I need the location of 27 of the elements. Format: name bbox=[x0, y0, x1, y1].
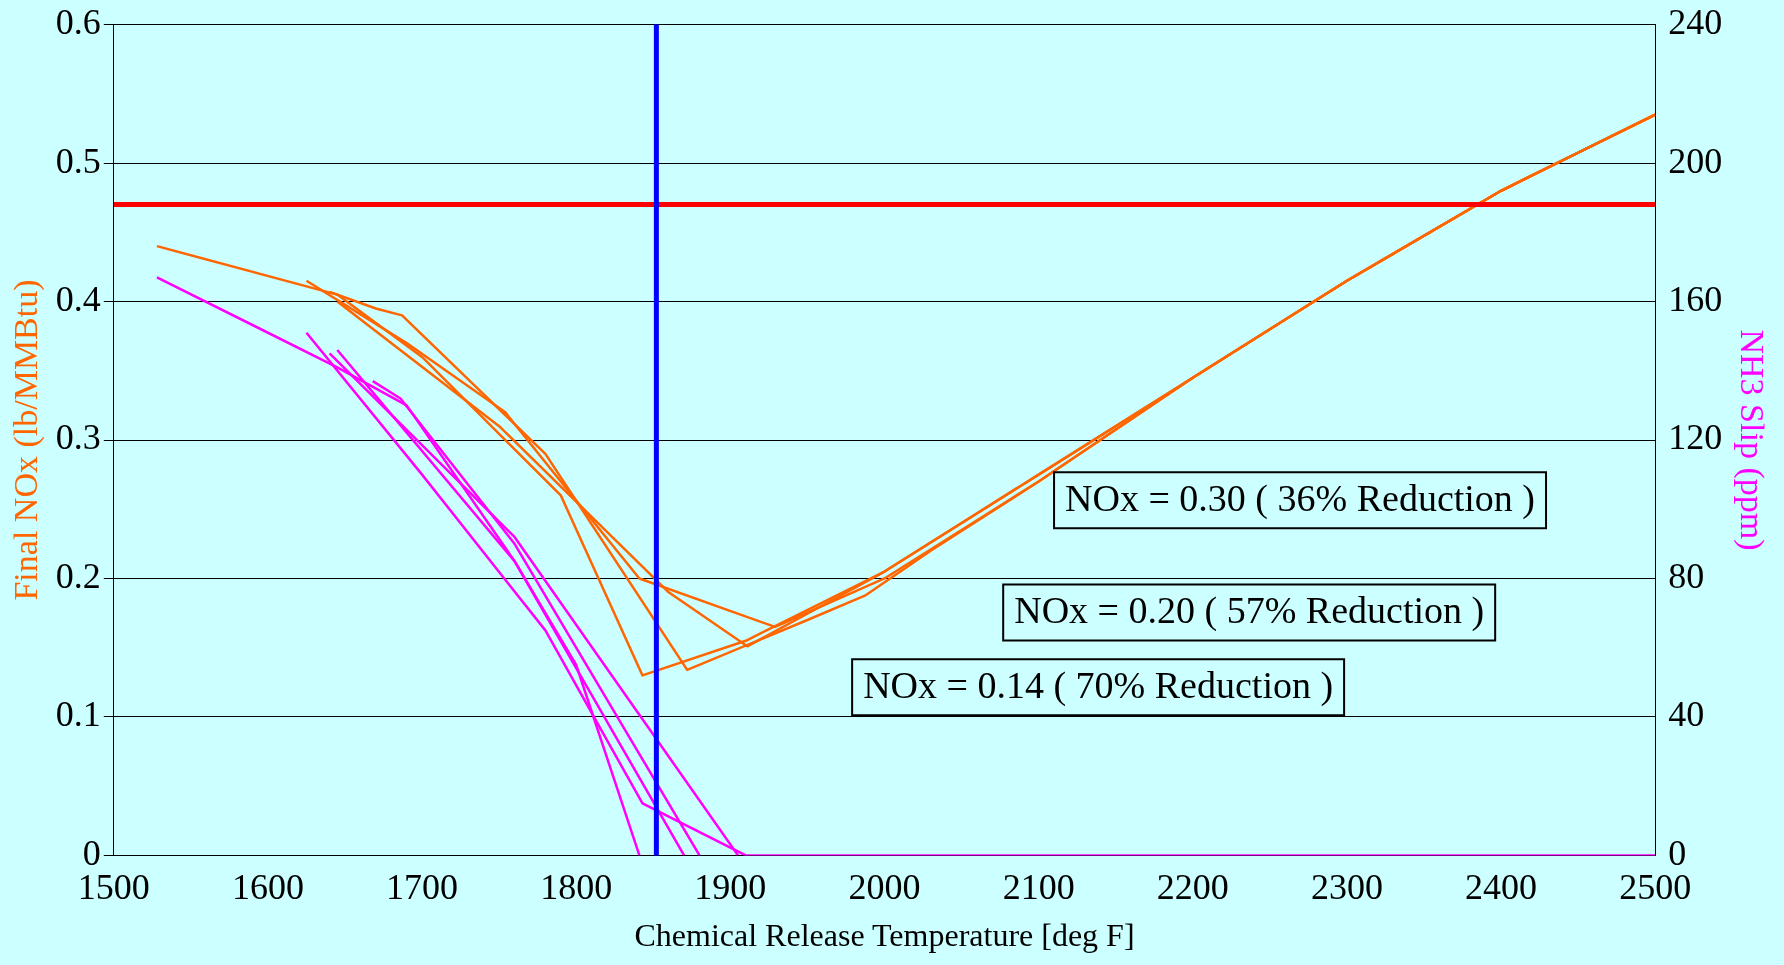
y-axis-title: Final NOx (lb/MMBtu) bbox=[7, 279, 46, 601]
x-tick-label: 2200 bbox=[1156, 867, 1229, 908]
x-tick-label: 2300 bbox=[1310, 867, 1383, 908]
y-tick-label: 0.6 bbox=[55, 2, 101, 43]
y-tick-label: 0.1 bbox=[55, 694, 101, 735]
x-tick-label: 2000 bbox=[848, 867, 921, 908]
y2-axis-title: NH3 Slip (ppm) bbox=[1732, 329, 1771, 551]
x-axis-title: Chemical Release Temperature [deg F] bbox=[634, 917, 1135, 954]
y2-tick-label: 160 bbox=[1668, 278, 1723, 319]
annotation: NOx = 0.14 ( 70% Reduction ) bbox=[863, 664, 1334, 708]
y-tick-label: 0.4 bbox=[55, 278, 101, 319]
y2-tick-label: 200 bbox=[1668, 140, 1723, 181]
y-tick-label: 0.5 bbox=[55, 140, 101, 181]
y2-tick-label: 40 bbox=[1668, 694, 1705, 735]
x-tick-label: 2400 bbox=[1465, 867, 1538, 908]
x-tick-label: 2100 bbox=[1002, 867, 1075, 908]
x-tick-label: 1700 bbox=[386, 867, 459, 908]
y-tick-label: 0.3 bbox=[55, 417, 101, 458]
annotation: NOx = 0.30 ( 36% Reduction ) bbox=[1065, 477, 1536, 521]
y2-tick-label: 240 bbox=[1668, 2, 1723, 43]
x-tick-label: 1600 bbox=[231, 867, 304, 908]
y2-tick-label: 120 bbox=[1668, 417, 1723, 458]
y2-tick-label: 80 bbox=[1668, 555, 1705, 596]
y-tick-label: 0.2 bbox=[55, 555, 101, 596]
annotation: NOx = 0.20 ( 57% Reduction ) bbox=[1014, 589, 1485, 633]
x-tick-label: 1900 bbox=[694, 867, 767, 908]
x-tick-label: 1800 bbox=[540, 867, 613, 908]
